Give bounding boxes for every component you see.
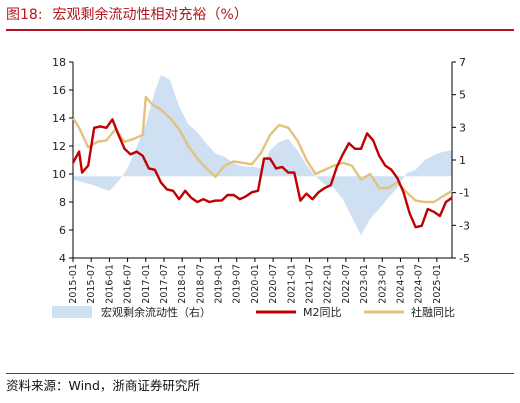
y-left-tick-label: 4 bbox=[59, 252, 66, 265]
x-tick-label: 2020-01 bbox=[250, 264, 261, 304]
figure-title: 图18: 宏观剩余流动性相对充裕（%） bbox=[6, 4, 514, 26]
x-tick-label: 2017-01 bbox=[141, 264, 152, 304]
figure-title-text: 宏观剩余流动性相对充裕（%） bbox=[52, 7, 248, 23]
x-tick-label: 2016-01 bbox=[104, 264, 115, 304]
x-tick-label: 2023-07 bbox=[377, 264, 388, 304]
y-left-tick-label: 16 bbox=[52, 84, 66, 97]
x-tick-label: 2018-01 bbox=[177, 264, 188, 304]
x-tick-label: 2015-07 bbox=[86, 264, 97, 304]
x-tick-label: 2020-07 bbox=[268, 264, 279, 304]
title-rule bbox=[6, 29, 514, 31]
y-left-tick-label: 14 bbox=[52, 112, 66, 125]
x-tick-label: 2022-01 bbox=[323, 264, 334, 304]
lines-layer bbox=[71, 95, 453, 229]
x-tick-label: 2019-01 bbox=[214, 264, 225, 304]
x-tick-label: 2024-07 bbox=[414, 264, 425, 304]
legend-label-liquidity: 宏观剩余流动性（右） bbox=[101, 305, 211, 319]
tsf-yoy-line bbox=[71, 95, 453, 204]
y-left-tick-label: 6 bbox=[59, 224, 66, 237]
m2-yoy-line bbox=[71, 118, 453, 229]
y-right-tick-label: 3 bbox=[459, 121, 466, 134]
x-tick-label: 2019-07 bbox=[232, 264, 243, 304]
x-tick-label: 2016-07 bbox=[123, 264, 134, 304]
y-left-tick-label: 18 bbox=[52, 56, 66, 69]
y-right-tick-label: 5 bbox=[459, 89, 466, 102]
y-left-tick-label: 10 bbox=[52, 168, 66, 181]
source-rule bbox=[6, 373, 514, 374]
x-tick-label: 2025-01 bbox=[432, 264, 443, 304]
x-tick-label: 2017-07 bbox=[159, 264, 170, 304]
y-right-tick-label: 1 bbox=[459, 154, 466, 167]
tick-layer: 4 6 8 10 12 14 16 18 -5 -3 -1 1 3 5 7 2015-01 2015-07 201… bbox=[52, 56, 470, 304]
y-left-tick-label: 8 bbox=[59, 196, 66, 209]
legend-swatch-liquidity bbox=[52, 306, 92, 318]
x-tick-label: 2018-07 bbox=[195, 264, 206, 304]
x-tick-label: 2022-07 bbox=[341, 264, 352, 304]
legend: 宏观剩余流动性（右） M2同比 社融同比 bbox=[52, 305, 455, 319]
source-note: 资料来源：Wind，浙商证券研究所 bbox=[6, 378, 200, 393]
legend-label-tsf: 社融同比 bbox=[411, 305, 455, 319]
y-left-tick-label: 12 bbox=[52, 140, 66, 153]
y-right-tick-label: -3 bbox=[459, 219, 470, 232]
y-right-tick-label: 7 bbox=[459, 56, 466, 69]
x-tick-label: 2023-01 bbox=[359, 264, 370, 304]
x-tick-label: 2021-01 bbox=[286, 264, 297, 304]
x-tick-label: 2021-07 bbox=[304, 264, 315, 304]
y-right-tick-label: -5 bbox=[459, 252, 470, 265]
axes-layer bbox=[72, 62, 453, 259]
chart: 4 6 8 10 12 14 16 18 -5 -3 -1 1 3 5 7 2015-01 2015-07 201… bbox=[52, 56, 470, 319]
x-tick-label: 2015-01 bbox=[68, 264, 79, 304]
figure-number: 图18: bbox=[6, 7, 43, 23]
x-tick-label: 2024-01 bbox=[395, 264, 406, 304]
y-right-tick-label: -1 bbox=[459, 187, 470, 200]
legend-label-m2: M2同比 bbox=[303, 306, 342, 319]
